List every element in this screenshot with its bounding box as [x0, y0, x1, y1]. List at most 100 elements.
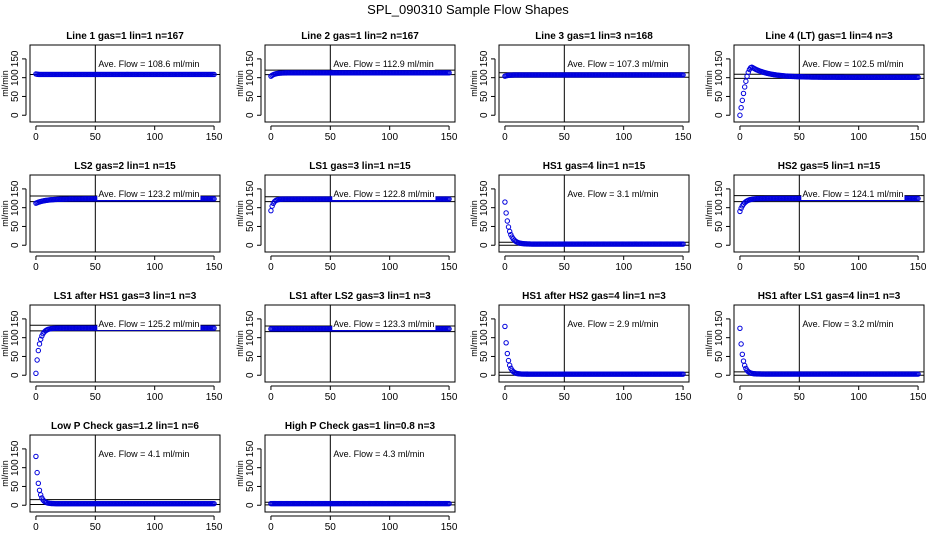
x-tick-label: 150	[910, 392, 927, 403]
x-tick-label: 100	[146, 522, 163, 533]
plot-frame	[264, 434, 456, 513]
plot-frame	[733, 44, 925, 123]
y-tick-label: 50	[714, 220, 725, 232]
data-point	[35, 347, 42, 354]
data-point	[915, 371, 921, 377]
y-tick-label: 50	[479, 220, 490, 232]
data-point	[737, 325, 743, 331]
average-flow-label: Ave. Flow = 125.2 ml/min	[98, 319, 199, 329]
panel-title: Line 2 gas=1 lin=2 n=167	[301, 31, 419, 42]
plot-frame	[29, 44, 221, 123]
panel-7: HS1 gas=4 lin=1 n=150 50 100 150050100150ml…	[469, 161, 692, 273]
y-tick-label: 150	[10, 310, 21, 327]
data-point	[446, 70, 452, 76]
y-tick-label: 0	[479, 112, 490, 118]
y-tick-label: 100	[714, 329, 725, 346]
average-flow-label-bg	[97, 58, 201, 70]
y-tick-label: 50	[245, 220, 256, 232]
y-axis-label: ml/min	[704, 330, 714, 357]
x-tick-label: 0	[268, 262, 274, 273]
x-tick-label: 100	[850, 392, 867, 403]
panel-title: Line 4 (LT) gas=1 lin=4 n=3	[765, 31, 893, 42]
x-tick-label: 100	[615, 262, 632, 273]
data-point	[502, 323, 508, 330]
x-tick-label: 0	[33, 262, 39, 273]
y-tick-label: 50	[10, 220, 21, 232]
average-flow-label: Ave. Flow = 112.9 ml/min	[333, 59, 433, 69]
y-axis-label: ml/min	[0, 330, 10, 357]
average-flow-label-bg	[566, 58, 670, 70]
y-tick-label: 150	[479, 180, 490, 197]
x-tick-label: 50	[794, 262, 806, 273]
average-flow-label: Ave. Flow = 2.9 ml/min	[567, 319, 658, 329]
x-tick-label: 50	[90, 522, 102, 533]
x-tick-label: 50	[90, 262, 102, 273]
data-point	[745, 69, 751, 76]
data-point	[740, 358, 747, 364]
x-tick-label: 150	[441, 262, 458, 273]
y-tick-label: 100	[245, 69, 256, 86]
x-tick-label: 50	[325, 132, 337, 143]
panel-title: HS1 gas=4 lin=1 n=15	[543, 161, 646, 172]
panel-14: High P Check gas=1 lin=0.8 n=3 0 50 100 150 0…	[235, 421, 458, 533]
y-tick-label: 150	[714, 180, 725, 197]
y-axis-label: ml/min	[704, 70, 714, 97]
x-tick-label: 150	[441, 522, 458, 533]
average-flow-label-bg	[332, 58, 435, 70]
average-flow-label: Ave. Flow = 4.3 ml/min	[333, 449, 424, 459]
data-point	[741, 362, 748, 369]
data-point	[269, 203, 275, 209]
y-tick-label: 100	[714, 199, 725, 216]
panel-title: High P Check gas=1 lin=0.8 n=3	[285, 421, 436, 432]
x-tick-label: 50	[794, 132, 806, 143]
x-tick-label: 100	[146, 262, 163, 273]
data-point	[505, 357, 512, 364]
figure-title: SPL_090310 Sample Flow Shapes	[367, 2, 569, 17]
y-tick-label: 0	[10, 502, 21, 508]
average-flow-label: Ave. Flow = 124.1 ml/min	[802, 189, 903, 199]
data-point	[446, 196, 452, 202]
data-point	[446, 500, 452, 507]
x-tick-label: 0	[268, 392, 274, 403]
average-flow-label: Ave. Flow = 108.6 ml/min	[98, 59, 199, 69]
data-point	[503, 340, 509, 346]
average-flow-label: Ave. Flow = 102.5 ml/min	[802, 59, 903, 69]
panel-title: LS1 after HS1 gas=3 lin=1 n=3	[54, 291, 197, 302]
average-flow-label-bg	[97, 188, 201, 200]
data-point	[506, 362, 513, 368]
plot-frame	[29, 174, 221, 253]
panel-title: LS1 after LS2 gas=3 lin=1 n=3	[289, 291, 431, 302]
average-flow-label-bg	[97, 318, 201, 330]
data-point	[915, 195, 921, 202]
plot-frame	[733, 304, 925, 383]
panel-1: Line 1 gas=1 lin=1 n=167 0 50 100 150 0 50 100 1…	[0, 31, 223, 143]
x-tick-label: 50	[559, 132, 571, 143]
data-point	[34, 357, 40, 363]
panel-title: LS2 gas=2 lin=1 n=15	[74, 161, 176, 172]
y-tick-label: 100	[245, 459, 256, 476]
panel-2: Line 2 gas=1 lin=2 n=167 0 50 100 150 0 50 100 1…	[235, 31, 458, 143]
x-tick-label: 0	[33, 392, 39, 403]
data-point	[33, 370, 39, 377]
x-tick-label: 50	[794, 392, 806, 403]
x-tick-label: 0	[502, 392, 508, 403]
y-tick-label: 100	[479, 329, 490, 346]
x-tick-label: 150	[675, 262, 692, 273]
y-axis-label: ml/min	[0, 70, 10, 97]
y-tick-label: 0	[714, 112, 725, 118]
y-tick-label: 100	[479, 199, 490, 216]
average-flow-label-bg	[332, 318, 436, 330]
x-tick-label: 0	[33, 522, 39, 533]
average-flow-label-bg	[801, 58, 905, 70]
data-point	[211, 325, 217, 331]
plot-frame	[498, 304, 690, 383]
y-tick-label: 0	[245, 372, 256, 378]
x-tick-label: 50	[325, 522, 337, 533]
panel-title: HS1 after LS1 gas=4 lin=1 n=3	[758, 291, 901, 302]
y-tick-label: 100	[10, 459, 21, 476]
average-flow-label: Ave. Flow = 123.3 ml/min	[333, 319, 434, 329]
y-tick-label: 100	[10, 329, 21, 346]
y-tick-label: 100	[10, 69, 21, 86]
y-tick-label: 150	[10, 180, 21, 197]
panel-12: HS1 after LS1 gas=4 lin=1 n=3 0 50 100 150 0 5…	[704, 291, 927, 403]
